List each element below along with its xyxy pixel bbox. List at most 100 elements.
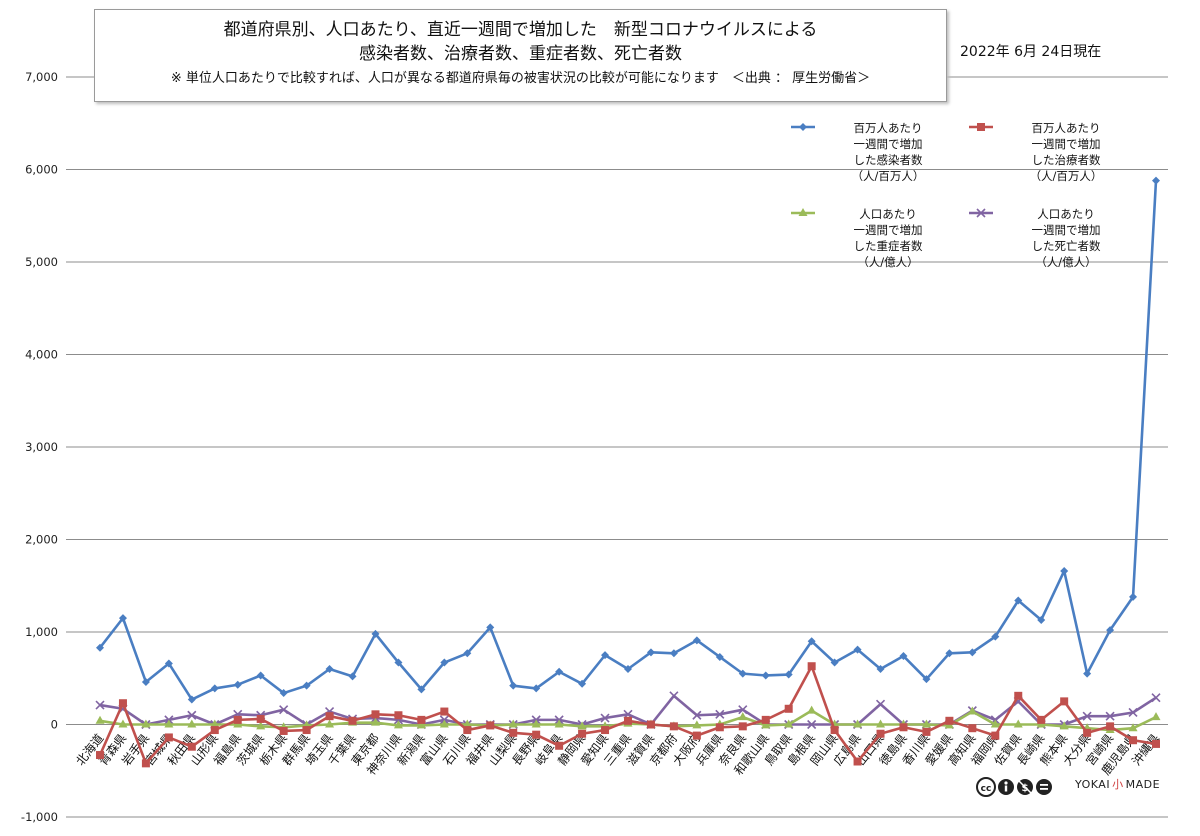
legend-marker-triangle-icon xyxy=(791,208,815,216)
data-point xyxy=(669,691,679,701)
data-point xyxy=(279,705,289,715)
data-point xyxy=(371,629,380,638)
legend-line: （人/億人） xyxy=(1035,255,1097,269)
data-point xyxy=(1105,711,1115,721)
data-point xyxy=(784,719,794,728)
data-point xyxy=(968,648,977,657)
data-point xyxy=(463,726,472,735)
data-point xyxy=(279,726,288,735)
data-point xyxy=(853,719,863,728)
legend-line: 百万人あたり xyxy=(1031,121,1101,135)
data-point xyxy=(761,715,770,724)
data-point xyxy=(1082,711,1092,721)
data-point xyxy=(853,757,862,766)
data-point xyxy=(256,671,265,680)
data-point xyxy=(95,700,105,710)
data-point xyxy=(692,710,702,720)
data-point xyxy=(417,715,426,724)
data-point xyxy=(118,614,127,623)
data-point xyxy=(1037,715,1046,724)
data-point xyxy=(325,712,334,721)
data-point xyxy=(578,729,587,738)
legend-line: 一週間で増加 xyxy=(853,137,923,151)
data-point xyxy=(1128,723,1138,732)
data-point xyxy=(1152,739,1160,748)
y-tick-label: -1,000 xyxy=(21,810,58,824)
data-point xyxy=(302,681,311,690)
brand-mid: 小 xyxy=(1112,778,1124,791)
data-point xyxy=(440,658,449,667)
data-point xyxy=(624,716,632,725)
data-point xyxy=(141,677,150,686)
data-point xyxy=(715,709,725,719)
data-point xyxy=(348,672,357,681)
data-point xyxy=(486,623,495,632)
legend-marker-square-icon xyxy=(969,123,993,131)
data-point xyxy=(807,637,816,646)
data-point xyxy=(141,759,150,768)
data-point xyxy=(1152,176,1160,185)
data-point xyxy=(325,665,334,673)
data-point xyxy=(738,705,748,715)
data-point xyxy=(348,716,357,725)
legend-line: 人口あたり xyxy=(1037,207,1095,221)
data-point xyxy=(187,719,197,728)
data-point xyxy=(1014,691,1023,700)
data-point xyxy=(577,721,587,730)
data-point xyxy=(233,680,242,689)
data-point xyxy=(807,719,817,730)
y-tick-label: 4,000 xyxy=(25,348,58,362)
data-point xyxy=(761,671,770,680)
data-point xyxy=(509,681,518,690)
data-point xyxy=(1083,728,1092,737)
data-point xyxy=(554,719,564,728)
data-point xyxy=(1013,719,1023,728)
legend-line: 一週間で増加 xyxy=(1031,137,1101,151)
data-point xyxy=(1060,566,1069,575)
data-point xyxy=(440,707,449,716)
data-point xyxy=(508,719,518,728)
data-point xyxy=(96,643,104,652)
data-point xyxy=(394,711,403,720)
data-point xyxy=(256,714,265,723)
data-point xyxy=(141,719,151,728)
data-point xyxy=(921,719,931,728)
data-point xyxy=(876,729,885,738)
data-point xyxy=(555,667,564,676)
data-point xyxy=(876,665,885,673)
data-point xyxy=(393,720,403,729)
data-point xyxy=(279,689,288,698)
chart-note: ※ 単位人口あたりで比較すれば、人口が異なる都道府県毎の被害状況の比較が可能にな… xyxy=(170,71,871,86)
data-point xyxy=(118,699,127,708)
data-point xyxy=(922,727,931,736)
data-point xyxy=(991,632,1000,641)
data-point xyxy=(784,670,793,679)
data-point xyxy=(555,741,564,750)
svg-text:$: $ xyxy=(1022,783,1029,794)
data-point xyxy=(210,726,219,735)
data-point xyxy=(509,728,518,737)
data-point xyxy=(669,649,678,658)
legend-line: 人口あたり xyxy=(859,207,917,221)
data-point xyxy=(578,679,587,688)
data-point xyxy=(646,720,655,729)
data-point xyxy=(945,716,954,725)
data-point xyxy=(1129,592,1138,601)
y-tick-label: 6,000 xyxy=(25,163,58,177)
data-point xyxy=(210,684,219,693)
data-point xyxy=(991,731,1000,740)
chart-title-line-1: 都道府県別、人口あたり、直近一週間で増加した 新型コロナウイルスによる xyxy=(223,20,818,40)
data-point xyxy=(922,675,931,684)
data-point xyxy=(416,720,426,729)
series-0 xyxy=(96,176,1160,704)
data-point xyxy=(1106,722,1115,731)
data-point xyxy=(853,645,862,654)
data-point xyxy=(96,751,104,760)
brand-left: YOKAI xyxy=(1075,778,1111,791)
data-point xyxy=(967,706,977,715)
data-point xyxy=(830,726,839,735)
data-point xyxy=(210,719,220,728)
data-point xyxy=(187,710,197,720)
data-point xyxy=(486,721,495,730)
